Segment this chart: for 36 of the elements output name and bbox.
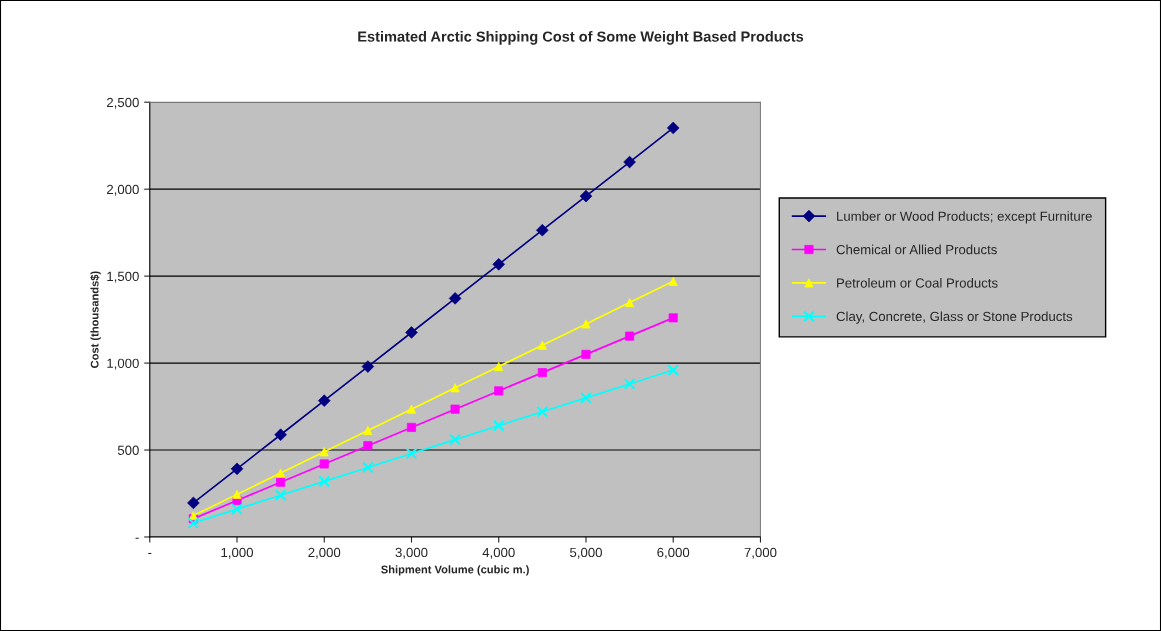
point xyxy=(363,425,373,435)
point xyxy=(580,391,592,404)
legend-label: Chemical or Allied Products xyxy=(836,244,997,255)
x-tick-label: - xyxy=(148,552,152,554)
x-tick-label: 6,000 xyxy=(657,547,690,559)
x-tick-label: 5,000 xyxy=(569,547,602,559)
y-tick-label: 1,500 xyxy=(107,271,139,283)
point xyxy=(274,489,287,502)
y-tick-label: - xyxy=(135,537,139,539)
y-tick-label: 500 xyxy=(117,445,139,455)
x-axis-title: Shipment Volume (cubic m.) xyxy=(381,565,529,576)
y-tick-label: 2,500 xyxy=(107,97,139,109)
point xyxy=(231,503,243,516)
y-axis-title: Cost (thousands$) xyxy=(90,271,101,368)
y-tick-label: 2,000 xyxy=(107,184,139,196)
point xyxy=(623,378,636,390)
x-tick-label: 1,000 xyxy=(221,547,253,559)
point xyxy=(318,475,331,488)
chart-title: Estimated Arctic Shipping Cost of Some Weight Based Products xyxy=(358,31,804,45)
x-tick-label: 4,000 xyxy=(482,547,515,559)
point xyxy=(232,489,242,499)
y-tick-label: 1,000 xyxy=(107,358,139,370)
legend-label: Petroleum or Coal Products xyxy=(837,277,998,288)
point xyxy=(187,517,200,529)
x-tick-label: 3,000 xyxy=(395,547,428,559)
point xyxy=(405,447,418,460)
point xyxy=(492,419,505,432)
point xyxy=(537,368,547,378)
point xyxy=(536,405,549,418)
legend-label: Clay, Concrete, Glass or Stone Products xyxy=(836,311,1073,324)
legend-label: Lumber or Wood Products; except Furniture xyxy=(837,211,1092,224)
point xyxy=(361,461,374,474)
point xyxy=(449,433,462,446)
x-tick-label: 2,000 xyxy=(308,547,341,559)
point xyxy=(667,364,680,376)
x-tick-label: 7,000 xyxy=(744,547,777,559)
